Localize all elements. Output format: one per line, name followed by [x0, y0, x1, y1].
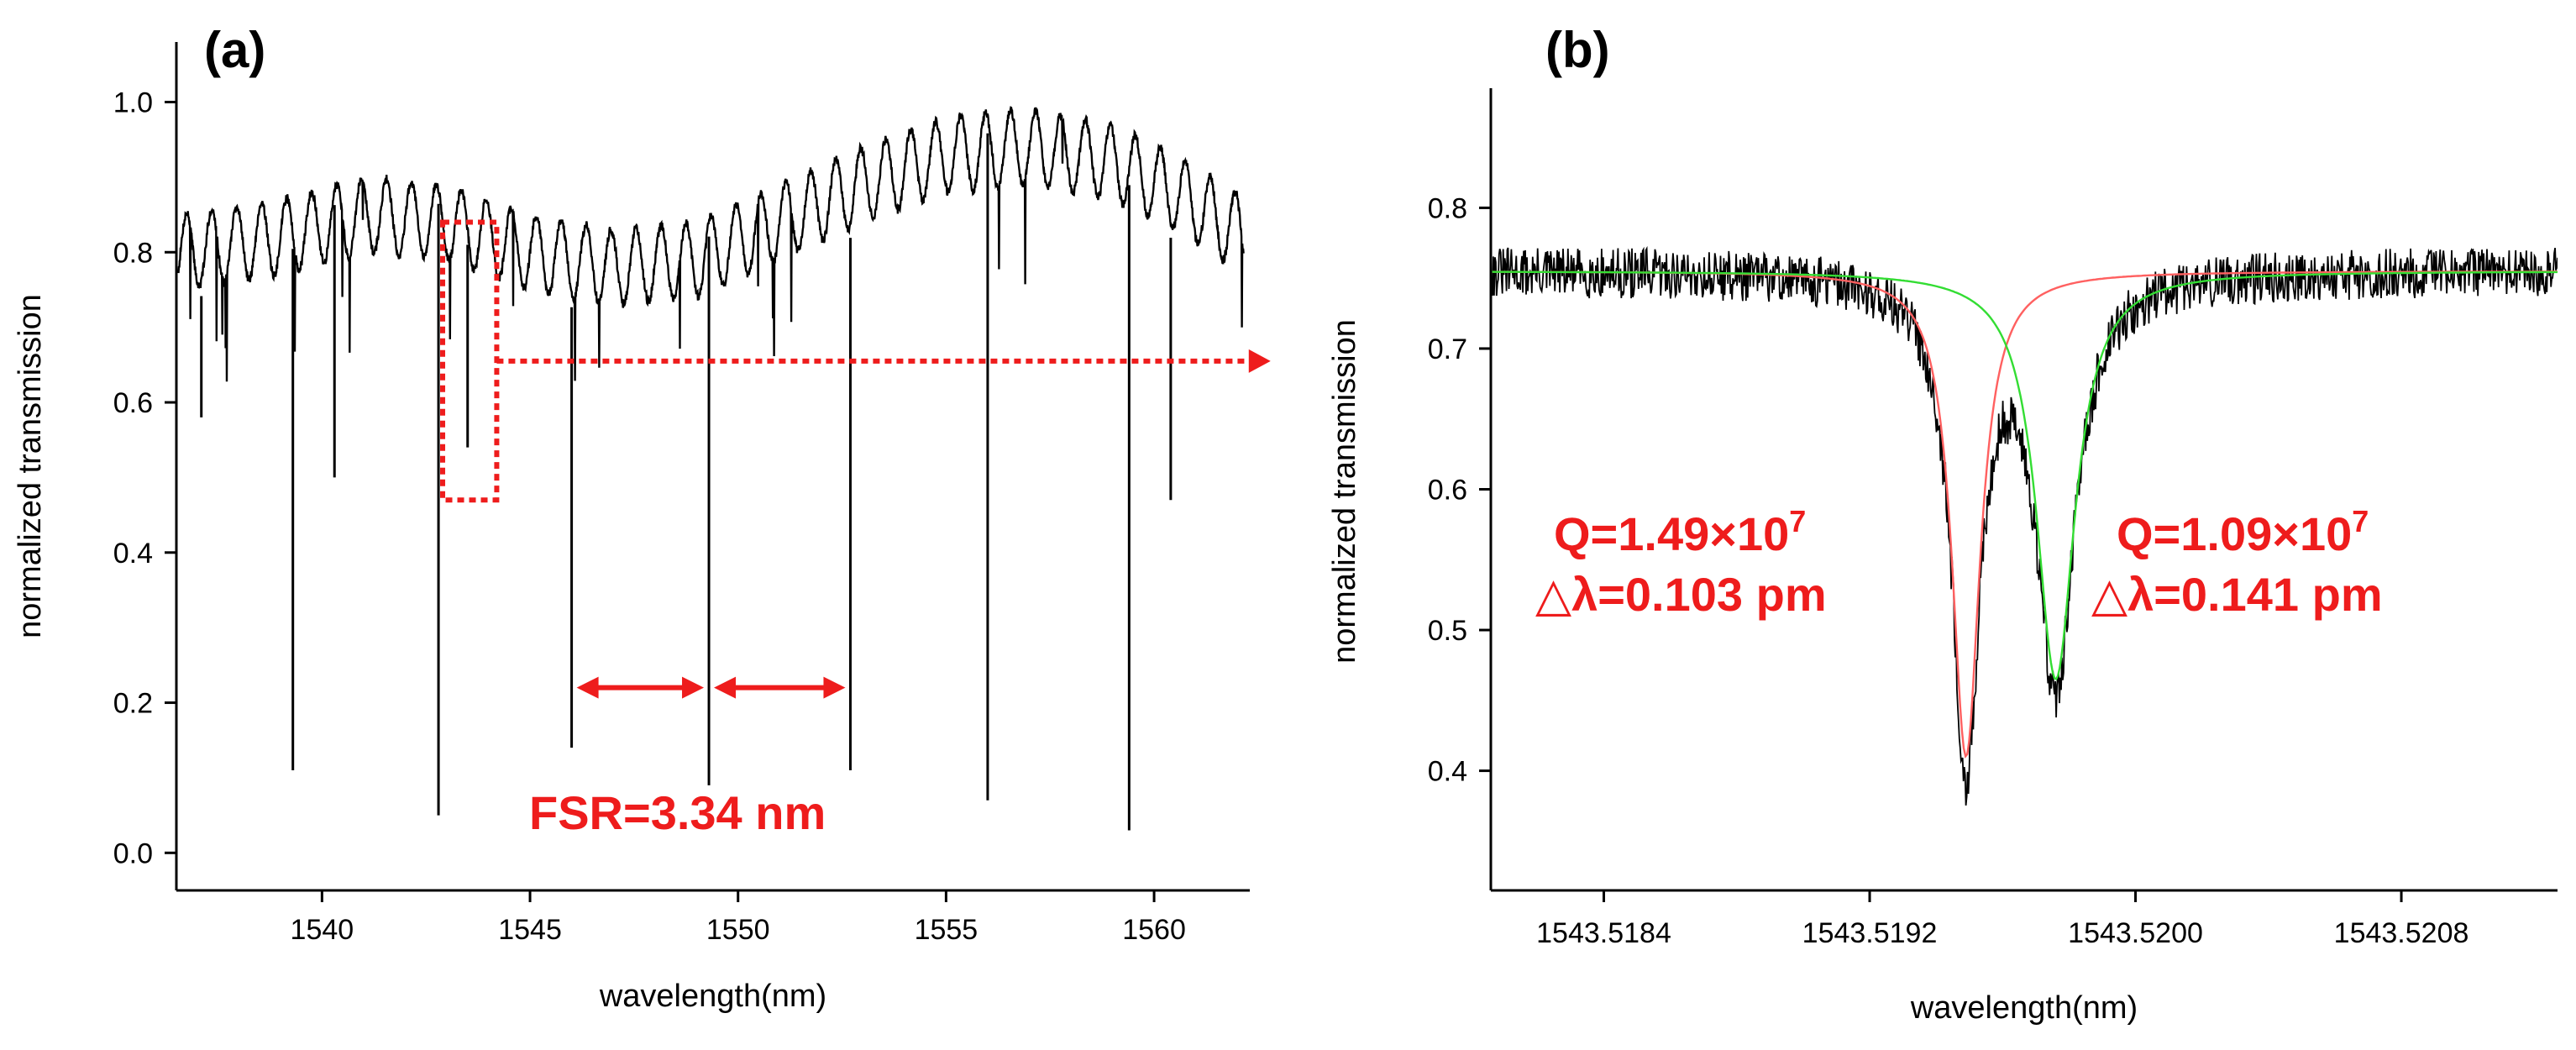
- panel-a-y-axis-label: normalized transmission: [13, 294, 48, 638]
- zoom-arrow-head: [1248, 349, 1271, 373]
- panel-a-x-axis-label: wavelength(nm): [599, 979, 826, 1014]
- y-tick-label: 0.7: [1428, 333, 1467, 365]
- panel-a-y-ticks: 0.0 0.2 0.4 0.6 0.8 1.0: [113, 87, 176, 869]
- panel-a: (a) 1540 1545 1550 1555 1560 0.0 0.2 0.4 0.6 0.8…: [13, 22, 1271, 1014]
- y-tick-label: 0.5: [1428, 615, 1467, 647]
- series-fit-2: [1491, 270, 2558, 681]
- fsr-label: FSR=3.34 nm: [529, 786, 826, 839]
- x-tick-label: 1550: [706, 914, 770, 946]
- x-tick-label: 1543.5208: [2334, 917, 2469, 949]
- panel-b: (b) 1543.5184 1543.5192 1543.5200 1543.5208…: [1327, 22, 2558, 1026]
- q-value-left: Q=1.49×10: [1554, 507, 1789, 560]
- panel-b-plot-area: [1491, 245, 2558, 806]
- panel-b-x-ticks: 1543.5184 1543.5192 1543.5200 1543.5208: [1536, 890, 2468, 949]
- series-transmission: [177, 106, 1245, 382]
- q-value-right: Q=1.09×10: [2117, 507, 2352, 560]
- y-tick-label: 1.0: [113, 87, 153, 119]
- panel-a-plot-area: [177, 106, 1245, 831]
- fsr-arrow: [714, 676, 846, 699]
- y-tick-label: 0.8: [113, 237, 153, 269]
- q-exponent-right: 7: [2352, 504, 2369, 538]
- y-tick-label: 0.4: [113, 538, 153, 570]
- x-tick-label: 1540: [291, 914, 354, 946]
- series-measured: [1491, 245, 2558, 806]
- panel-a-x-ticks: 1540 1545 1550 1555 1560: [291, 890, 1186, 946]
- linewidth-right: △λ=0.141 pm: [2091, 568, 2383, 621]
- x-tick-label: 1545: [498, 914, 562, 946]
- panel-b-x-axis-label: wavelength(nm): [1910, 990, 2138, 1026]
- panel-b-y-ticks: 0.4 0.5 0.6 0.7 0.8: [1428, 192, 1491, 788]
- linewidth-left: △λ=0.103 pm: [1535, 568, 1827, 621]
- x-tick-label: 1560: [1122, 914, 1186, 946]
- q-annotation-left: Q=1.49×107 △λ=0.103 pm: [1535, 504, 1827, 621]
- y-tick-label: 0.4: [1428, 756, 1467, 788]
- svg-text:Q=1.09×107: Q=1.09×107: [2117, 504, 2369, 560]
- y-tick-label: 0.8: [1428, 192, 1467, 224]
- panel-b-y-axis-label: normalized transmission: [1327, 319, 1362, 664]
- y-tick-label: 0.2: [113, 688, 153, 720]
- x-tick-label: 1543.5192: [1802, 917, 1938, 949]
- x-tick-label: 1543.5184: [1536, 917, 1671, 949]
- y-tick-label: 0.6: [113, 387, 153, 419]
- panel-a-annotations: [440, 219, 1271, 699]
- x-tick-label: 1555: [915, 914, 978, 946]
- y-tick-label: 0.6: [1428, 475, 1467, 507]
- q-annotation-right: Q=1.09×107 △λ=0.141 pm: [2091, 504, 2383, 621]
- fsr-arrow: [576, 676, 705, 699]
- panel-a-label: (a): [204, 22, 265, 78]
- x-tick-label: 1543.5200: [2068, 917, 2203, 949]
- svg-text:Q=1.49×107: Q=1.49×107: [1554, 504, 1806, 560]
- panel-b-label: (b): [1545, 22, 1610, 78]
- q-exponent-left: 7: [1789, 504, 1806, 538]
- y-tick-label: 0.0: [113, 837, 153, 869]
